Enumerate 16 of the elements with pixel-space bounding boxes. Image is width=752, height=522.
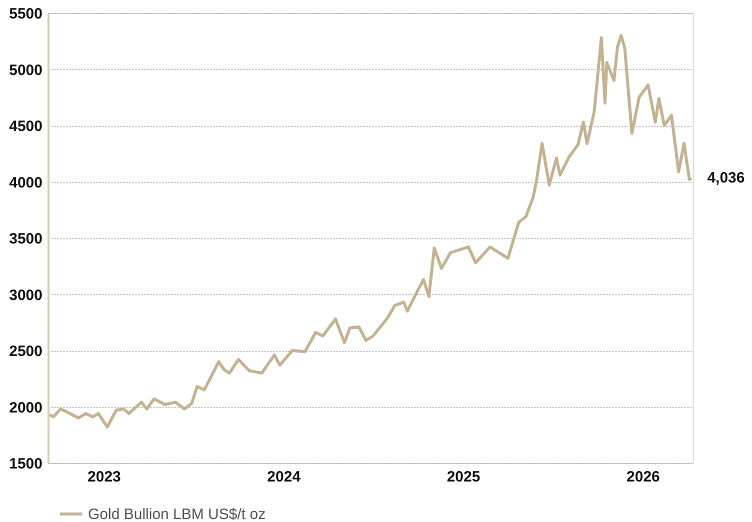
- x-tick-label: 2024: [267, 468, 302, 486]
- y-tick-label: 4500: [9, 118, 42, 135]
- legend-label: Gold Bullion LBM US$/t oz: [88, 506, 266, 522]
- y-tick-label: 4000: [9, 174, 42, 192]
- y-tick-label: 1500: [9, 456, 42, 472]
- y-tick-label: 5000: [9, 62, 42, 79]
- line-series: [48, 34, 693, 428]
- y-tick-label: 2500: [9, 343, 42, 360]
- x-tick-label: 2026: [626, 468, 660, 486]
- y-tick-label: 5500: [9, 6, 42, 22]
- y-tick-label: 2000: [9, 399, 42, 416]
- y-tick-label: 3500: [9, 230, 42, 248]
- y-tick-label: 3000: [9, 286, 42, 304]
- x-tick-label: 2025: [446, 468, 480, 486]
- annotation: 4,036: [707, 170, 745, 187]
- x-tick-label: 2023: [88, 468, 121, 486]
